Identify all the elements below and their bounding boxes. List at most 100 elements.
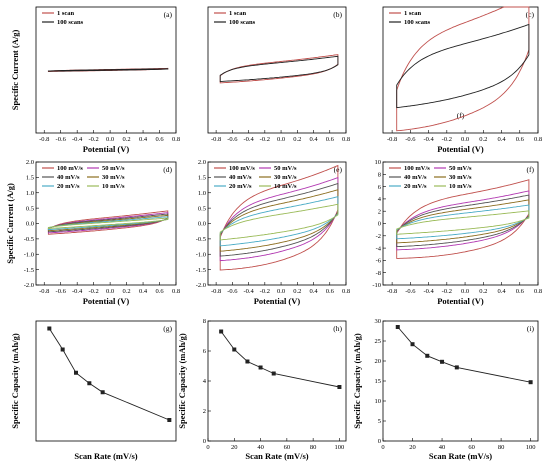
y-axis-label: Specific Capacity (mAh/g)	[10, 333, 20, 429]
y-tick-label: -6	[376, 258, 382, 265]
legend: 100 mV/s 50 mV/s 40 mV/s 30 mV/s 20 mV/s 10 m…	[214, 165, 297, 190]
legend-label: 20 mV/s	[229, 183, 252, 190]
panel-tag: (g)	[163, 324, 172, 333]
x-tick-label: 0.0	[461, 136, 469, 143]
x-tick-label: 20	[409, 444, 416, 451]
legend-label: 100 scans	[404, 19, 431, 26]
x-tick-label: 0.8	[534, 136, 542, 143]
x-tick-label: -0.2	[88, 136, 98, 143]
plot-frame	[35, 6, 177, 134]
x-tick-label: -0.4	[423, 288, 434, 295]
x-tick-label: -0.4	[243, 136, 254, 143]
x-tick-label: -0.6	[227, 288, 238, 295]
x-tick-label: -0.8	[211, 136, 221, 143]
data-point	[337, 385, 342, 389]
x-tick-label: -0.4	[72, 136, 83, 143]
x-tick-label: -0.6	[405, 288, 416, 295]
y-tick-label: 1.5	[198, 175, 206, 182]
panel-tag: (h)	[333, 324, 342, 333]
series-line	[220, 331, 340, 388]
legend-label: 100 scans	[57, 19, 84, 26]
y-tick-label: 8	[203, 318, 206, 325]
panel-a: -0.8 -0.6 -0.4 -0.2 0.0 0.2 0.4 0.6 0.8 Potential…	[10, 6, 180, 154]
x-tick-label: -0.2	[260, 288, 270, 295]
data-point	[74, 370, 78, 375]
legend-label: 100 mV/s	[404, 165, 430, 172]
panel-tag: (b)	[333, 10, 342, 19]
legend-label: 1 scan	[57, 10, 75, 17]
series-line	[397, 326, 531, 383]
y-tick-label: -1.0	[196, 251, 206, 258]
legend-label: 10 mV/s	[102, 183, 125, 190]
data-point	[219, 329, 224, 334]
x-tick-label: -0.2	[442, 288, 452, 295]
y-tick-label: -8	[376, 270, 381, 277]
x-tick-label: 0.2	[123, 136, 131, 143]
legend: 100 mV/s 50 mV/s 40 mV/s 30 mV/s 20 mV/s 10 m…	[389, 165, 472, 190]
x-tick-label: -0.6	[56, 288, 67, 295]
x-tick-label: 0.4	[309, 136, 318, 143]
y-tick-label: -0.5	[24, 236, 34, 243]
x-tick-label: 0.2	[293, 288, 301, 295]
x-tick-label: 60	[468, 444, 475, 451]
legend-label: 40 mV/s	[404, 174, 427, 181]
data-point	[440, 359, 445, 364]
x-tick-label: 0.0	[106, 288, 114, 295]
y-tick-label: -2	[376, 233, 381, 240]
y-tick-label: 0	[378, 438, 381, 445]
legend-label: 100 mV/s	[57, 165, 83, 172]
data-point	[258, 365, 263, 370]
x-tick-label: 0.6	[155, 136, 164, 143]
legend-label: 10 mV/s	[274, 183, 297, 190]
x-tick-label: 0.4	[497, 288, 506, 295]
x-tick-label: 0.4	[139, 288, 148, 295]
plot-frame	[382, 320, 539, 442]
y-tick-label: 30	[375, 318, 382, 325]
y-tick-label: 10	[375, 398, 382, 405]
legend-label: 40 mV/s	[57, 174, 80, 181]
panel-c: -0.8 -0.6 -0.4 -0.2 0.0 0.2 0.4 0.6 0.8 Potential…	[382, 6, 542, 154]
y-tick-label: 2.0	[26, 159, 34, 166]
x-tick-label: -0.2	[260, 136, 270, 143]
x-tick-label: 0.8	[172, 136, 180, 143]
y-tick-label: -10	[372, 282, 381, 289]
legend: 100 mV/s 50 mV/s 40 mV/s 30 mV/s 20 mV/s 10 m…	[42, 165, 125, 190]
y-tick-label: 15	[375, 378, 382, 385]
x-tick-label: 0.8	[172, 288, 180, 295]
cv-curve-100-scans	[47, 68, 169, 72]
panel-i: 0 20 40 60 80 100 0 5 10 15 20 25 30 Scan Rate (mV/s)…	[352, 318, 539, 461]
legend-label: 30 mV/s	[274, 174, 297, 181]
data-point	[100, 390, 105, 395]
x-tick-label: -0.8	[211, 288, 221, 295]
panel-tag: (c)	[526, 10, 535, 19]
y-tick-label: 0.0	[198, 221, 206, 228]
y-tick-label: 0	[203, 438, 206, 445]
y-tick-label: 1.0	[26, 190, 34, 197]
legend-label: 100 mV/s	[229, 165, 255, 172]
x-tick-label: 0.6	[155, 288, 164, 295]
plot-frame	[207, 6, 347, 134]
x-tick-label: 0.6	[326, 136, 335, 143]
y-axis-label: Specific Current (A/g)	[10, 30, 20, 111]
x-tick-label: 0	[381, 444, 384, 451]
cv-curve-100-scans	[219, 55, 339, 82]
data-point	[87, 381, 92, 386]
y-tick-label: -0.5	[196, 236, 206, 243]
y-tick-label: 0	[378, 221, 381, 228]
data-point	[410, 342, 415, 347]
legend-label: 30 mV/s	[102, 174, 125, 181]
x-tick-label: -0.2	[88, 288, 98, 295]
x-tick-label: -0.6	[227, 136, 238, 143]
x-tick-label: 100	[526, 444, 536, 451]
x-tick-label: 80	[310, 444, 317, 451]
legend: 1 scan 100 scans	[42, 10, 84, 26]
x-tick-label: -0.8	[39, 136, 49, 143]
y-tick-label: -4	[376, 245, 382, 252]
x-tick-label: 0.6	[516, 288, 525, 295]
x-tick-label: 0.6	[516, 136, 525, 143]
x-tick-label: 0.0	[277, 288, 285, 295]
y-tick-label: 2	[203, 408, 206, 415]
legend: 1 scan 100 scans	[389, 10, 431, 26]
x-tick-label: -0.2	[442, 136, 452, 143]
panel-extra-tag: (f)	[457, 111, 465, 120]
